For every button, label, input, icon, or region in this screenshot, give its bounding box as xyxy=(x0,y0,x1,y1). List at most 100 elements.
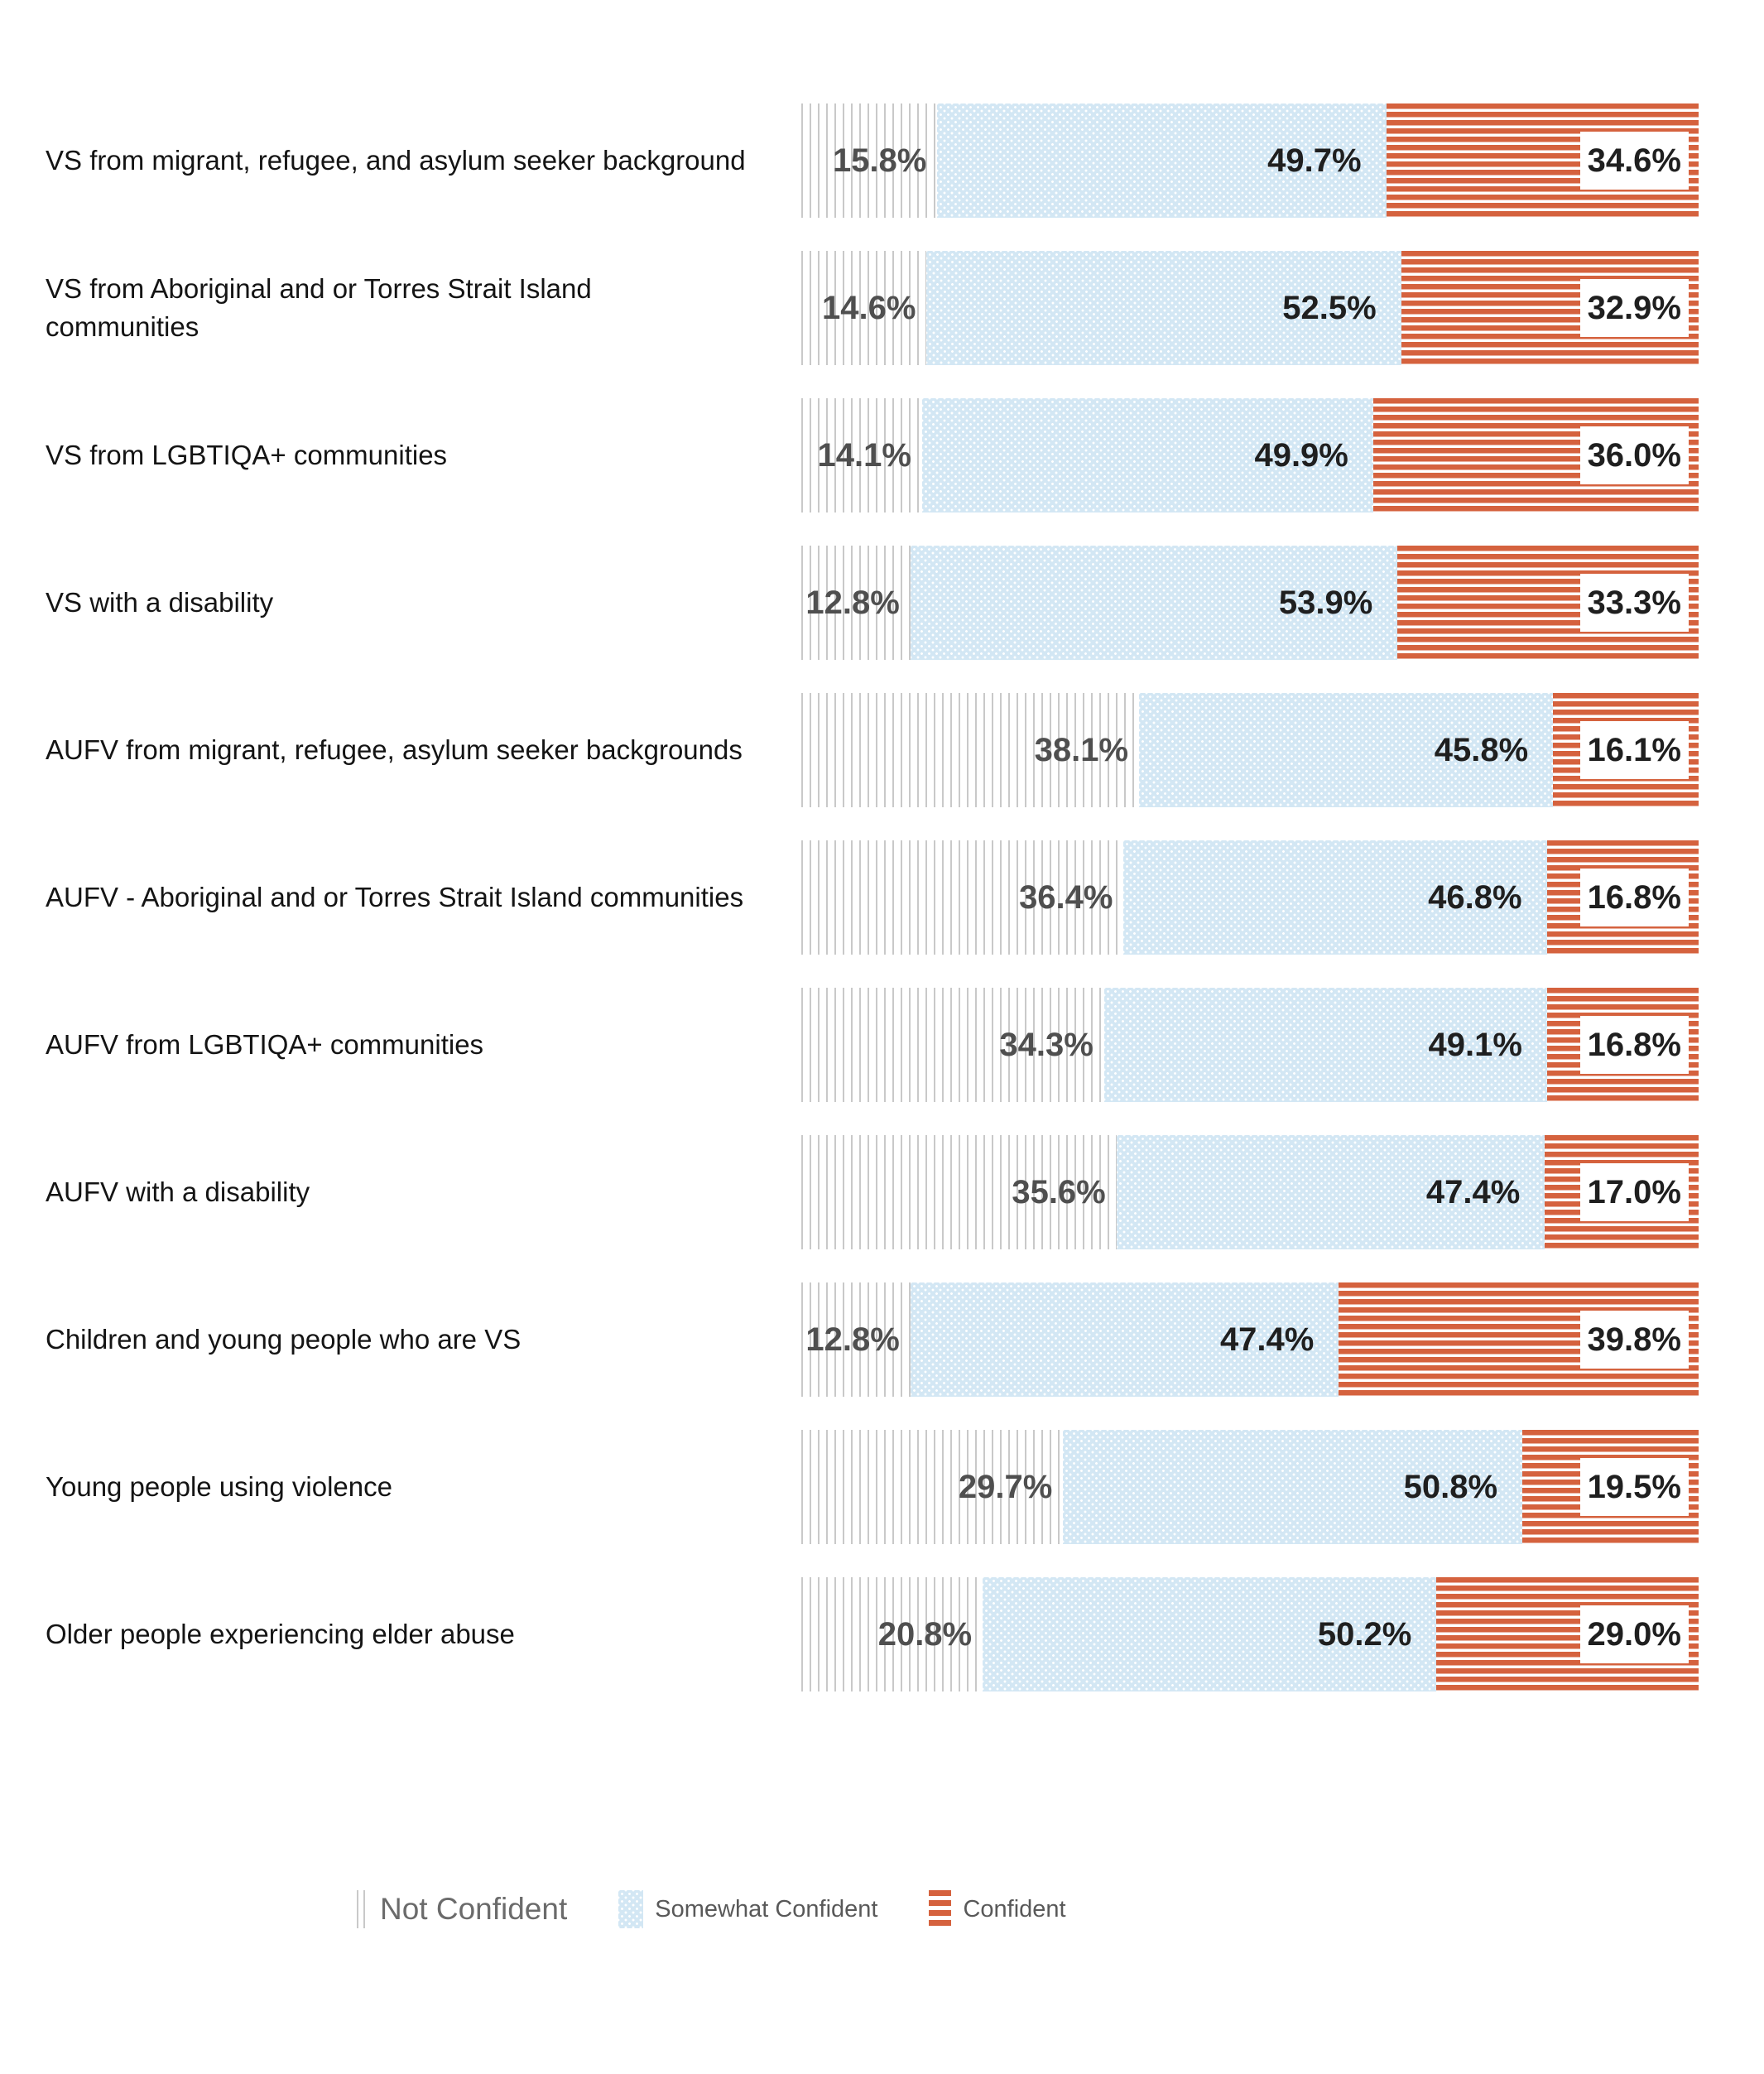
value-label-somewhat-confident: 50.2% xyxy=(1317,1616,1412,1653)
bar-segment-not-confident: 34.3% xyxy=(795,988,1104,1102)
chart-row: AUFV - Aboriginal and or Torres Strait I… xyxy=(0,840,1764,955)
chart-row: Young people using violence 29.7% 50.8% 19.… xyxy=(0,1430,1764,1544)
bar-segment-confident: 34.6% xyxy=(1386,103,1699,218)
value-label-somewhat-confident: 45.8% xyxy=(1434,732,1529,768)
value-label-not-confident: 20.8% xyxy=(877,1616,973,1653)
bar-segment-not-confident: 14.6% xyxy=(795,251,927,365)
chart-row: VS from migrant, refugee, and asylum see… xyxy=(0,103,1764,218)
bar-segment-somewhat-confident: 47.4% xyxy=(910,1282,1339,1397)
category-label: AUFV from migrant, refugee, asylum seeke… xyxy=(46,734,743,766)
chart-row: AUFV from migrant, refugee, asylum seeke… xyxy=(0,693,1764,807)
chart-row: Children and young people who are VS 12.8… xyxy=(0,1282,1764,1397)
bar-segment-somewhat-confident: 53.9% xyxy=(910,546,1398,660)
bar-segment-confident: 39.8% xyxy=(1339,1282,1699,1397)
bar-segment-confident: 33.3% xyxy=(1397,546,1699,660)
stacked-bar: 14.1% 49.9% 36.0% xyxy=(795,398,1699,512)
category-label: Older people experiencing elder abuse xyxy=(46,1619,515,1650)
somewhat-confident-pattern-icon xyxy=(618,1890,644,1928)
bar-segment-somewhat-confident: 50.2% xyxy=(983,1577,1437,1691)
bar-segment-not-confident: 29.7% xyxy=(795,1430,1064,1544)
stacked-bar: 38.1% 45.8% 16.1% xyxy=(795,693,1699,807)
bar-segment-somewhat-confident: 49.9% xyxy=(921,398,1373,512)
stacked-bar: 14.6% 52.5% 32.9% xyxy=(795,251,1699,365)
stacked-bar-chart: VS from migrant, refugee, and asylum see… xyxy=(0,103,1764,1691)
bar-segment-confident: 16.1% xyxy=(1553,693,1699,807)
legend-item-somewhat-confident: Somewhat Confident xyxy=(618,1890,877,1928)
bar-segment-not-confident: 35.6% xyxy=(795,1135,1117,1249)
value-label-somewhat-confident: 47.4% xyxy=(1219,1321,1315,1358)
bar-segment-not-confident: 36.4% xyxy=(795,840,1124,955)
category-label: AUFV with a disability xyxy=(46,1177,310,1208)
bar-segment-somewhat-confident: 49.7% xyxy=(937,103,1387,218)
chart-row: VS with a disability 12.8% 53.9% 33.3% xyxy=(0,546,1764,660)
category-label: VS with a disability xyxy=(46,587,274,618)
bar-segment-somewhat-confident: 50.8% xyxy=(1063,1430,1523,1544)
category-label: VS from LGBTIQA+ communities xyxy=(46,440,448,471)
category-label: VS from Aboriginal and or Torres Strait … xyxy=(46,273,592,342)
value-label-not-confident: 38.1% xyxy=(1034,732,1129,768)
value-label-confident: 36.0% xyxy=(1579,426,1689,484)
bar-segment-confident: 17.0% xyxy=(1545,1135,1699,1249)
bar-segment-confident: 32.9% xyxy=(1401,251,1699,365)
bar-segment-not-confident: 38.1% xyxy=(795,693,1140,807)
stacked-bar: 36.4% 46.8% 16.8% xyxy=(795,840,1699,955)
value-label-confident: 16.8% xyxy=(1579,1016,1689,1074)
bar-segment-confident: 16.8% xyxy=(1546,840,1699,955)
value-label-confident: 19.5% xyxy=(1579,1458,1689,1516)
legend-item-not-confident: Not Confident xyxy=(352,1890,567,1928)
stacked-bar: 29.7% 50.8% 19.5% xyxy=(795,1430,1699,1544)
bar-segment-confident: 19.5% xyxy=(1522,1430,1699,1544)
bar-segment-confident: 16.8% xyxy=(1546,988,1699,1102)
value-label-not-confident: 34.3% xyxy=(999,1027,1093,1063)
chart-row: Older people experiencing elder abuse 20.… xyxy=(0,1577,1764,1691)
value-label-not-confident: 15.8% xyxy=(832,142,927,179)
legend-label-confident: Confident xyxy=(963,1895,1066,1922)
confident-pattern-icon xyxy=(929,1890,952,1928)
value-label-confident: 17.0% xyxy=(1579,1163,1689,1221)
value-label-confident: 33.3% xyxy=(1579,574,1689,632)
category-label: AUFV - Aboriginal and or Torres Strait I… xyxy=(46,882,744,913)
value-label-somewhat-confident: 49.9% xyxy=(1254,437,1348,474)
bar-segment-somewhat-confident: 46.8% xyxy=(1123,840,1547,955)
stacked-bar: 15.8% 49.7% 34.6% xyxy=(795,103,1699,218)
value-label-confident: 34.6% xyxy=(1579,132,1689,190)
value-label-somewhat-confident: 46.8% xyxy=(1428,879,1522,916)
chart-row: AUFV with a disability 35.6% 47.4% 17.0% xyxy=(0,1135,1764,1249)
value-label-somewhat-confident: 52.5% xyxy=(1282,290,1377,326)
bar-segment-not-confident: 14.1% xyxy=(795,398,922,512)
not-confident-pattern-icon xyxy=(352,1890,368,1928)
value-label-not-confident: 35.6% xyxy=(1012,1174,1106,1210)
bar-segment-somewhat-confident: 45.8% xyxy=(1139,693,1554,807)
chart-row: VS from Aboriginal and or Torres Strait … xyxy=(0,251,1764,365)
value-label-somewhat-confident: 50.8% xyxy=(1403,1469,1498,1505)
value-label-somewhat-confident: 49.7% xyxy=(1267,142,1362,179)
value-label-confident: 32.9% xyxy=(1579,279,1689,337)
value-label-confident: 39.8% xyxy=(1579,1311,1689,1369)
value-label-not-confident: 29.7% xyxy=(958,1469,1053,1505)
bar-segment-somewhat-confident: 49.1% xyxy=(1103,988,1547,1102)
value-label-not-confident: 14.6% xyxy=(822,290,916,326)
value-label-not-confident: 12.8% xyxy=(805,585,900,621)
category-label: AUFV from LGBTIQA+ communities xyxy=(46,1029,484,1061)
bar-segment-not-confident: 20.8% xyxy=(795,1577,983,1691)
bar-segment-confident: 36.0% xyxy=(1372,398,1699,512)
bar-segment-not-confident: 15.8% xyxy=(795,103,938,218)
value-label-not-confident: 36.4% xyxy=(1019,879,1113,916)
stacked-bar: 35.6% 47.4% 17.0% xyxy=(795,1135,1699,1249)
value-label-not-confident: 12.8% xyxy=(805,1321,900,1358)
chart-row: VS from LGBTIQA+ communities 14.1% 49.9% 36… xyxy=(0,398,1764,512)
bar-segment-confident: 29.0% xyxy=(1436,1577,1699,1691)
legend-label-not-confident: Not Confident xyxy=(380,1892,568,1926)
legend-item-confident: Confident xyxy=(929,1890,1066,1928)
value-label-somewhat-confident: 53.9% xyxy=(1278,585,1373,621)
value-label-not-confident: 14.1% xyxy=(817,437,911,474)
category-label: VS from migrant, refugee, and asylum see… xyxy=(46,145,746,176)
bar-segment-somewhat-confident: 52.5% xyxy=(926,251,1401,365)
value-label-confident: 16.8% xyxy=(1579,869,1689,926)
category-label: Young people using violence xyxy=(46,1471,392,1503)
value-label-somewhat-confident: 47.4% xyxy=(1425,1174,1521,1210)
category-label: Children and young people who are VS xyxy=(46,1324,522,1355)
value-label-confident: 16.1% xyxy=(1579,721,1689,779)
stacked-bar: 20.8% 50.2% 29.0% xyxy=(795,1577,1699,1691)
stacked-bar: 12.8% 47.4% 39.8% xyxy=(795,1282,1699,1397)
